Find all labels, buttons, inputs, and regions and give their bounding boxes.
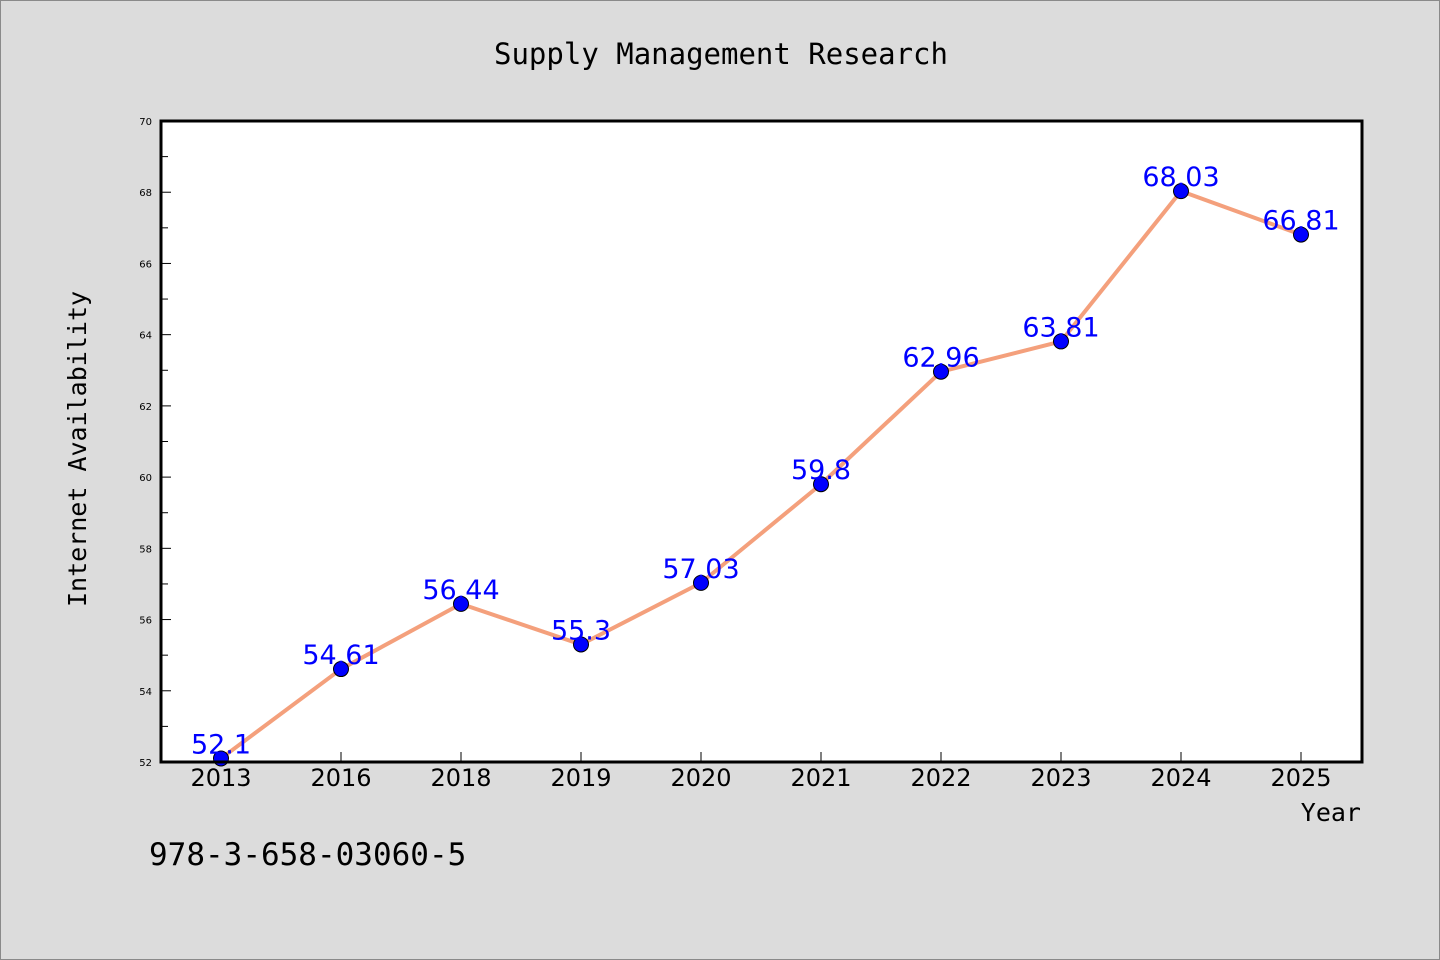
x-tick-label: 2020: [670, 764, 731, 792]
data-label: 63.81: [1022, 312, 1099, 343]
x-tick-label: 2016: [310, 764, 371, 792]
y-tick-label: 60: [139, 473, 152, 484]
x-tick-label: 2018: [430, 764, 491, 792]
y-tick-label: 62: [139, 402, 152, 413]
x-tick-label: 2019: [550, 764, 611, 792]
data-point-marker: [333, 661, 349, 678]
data-label: 62.96: [902, 343, 979, 374]
data-point-marker: [453, 595, 469, 612]
data-point-marker: [693, 574, 709, 591]
data-label: 57.03: [662, 554, 739, 585]
y-tick-label: 68: [139, 188, 152, 199]
x-tick-label: 2024: [1150, 764, 1211, 792]
x-tick-label: 2021: [790, 764, 851, 792]
y-tick-label: 58: [139, 544, 152, 555]
y-axis-tick-labels: 52 54 56 58 60 62 64 66 68 70: [139, 117, 152, 769]
data-point-marker: [1173, 183, 1189, 200]
series-data-labels: 52.1 54.61 56.44 55.3 57.03 59.8 62.96 63.81 68.…: [191, 162, 1340, 760]
y-axis-title: Internet Availability: [63, 291, 92, 607]
y-tick-label: 56: [139, 616, 152, 627]
x-tick-label: 2022: [910, 764, 971, 792]
y-tick-label: 54: [139, 687, 152, 698]
x-tick-label: 2013: [190, 764, 251, 792]
y-tick-label: 52: [139, 758, 152, 769]
isbn-text: 978-3-658-03060-5: [149, 837, 466, 873]
data-point-marker: [1053, 333, 1069, 350]
y-tick-label: 64: [139, 331, 152, 342]
plot-area: [161, 121, 1362, 762]
series-line: [219, 189, 1303, 761]
data-label: 59.8: [791, 455, 851, 486]
plot-frame: [159, 119, 1364, 764]
data-point-marker: [933, 363, 949, 380]
data-label: 56.44: [422, 575, 499, 606]
data-label: 55.3: [551, 615, 611, 646]
chart-title: Supply Management Research: [494, 37, 948, 71]
x-axis-title: Year: [1301, 798, 1361, 827]
x-tick-label: 2023: [1030, 764, 1091, 792]
data-point-marker: [573, 636, 589, 653]
data-label: 54.61: [302, 640, 379, 671]
x-axis-tick-labels: 2013 2016 2018 2019 2020 2021 2022 2023 2024 2025: [190, 764, 1331, 792]
x-tick-label: 2025: [1270, 764, 1331, 792]
data-label: 52.1: [191, 729, 251, 760]
data-point-marker: [813, 476, 829, 493]
data-label: 68.03: [1142, 162, 1219, 193]
y-tick-label: 66: [139, 259, 152, 270]
y-tick-label: 70: [139, 117, 152, 128]
data-point-marker: [1293, 226, 1309, 243]
series-markers: [213, 183, 1309, 767]
data-label: 66.81: [1262, 206, 1339, 237]
